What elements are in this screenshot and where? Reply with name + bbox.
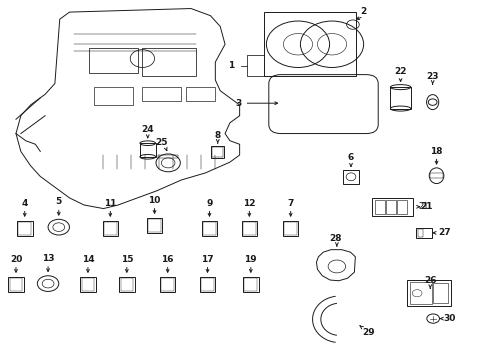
Text: 1: 1	[228, 61, 234, 70]
Bar	[374, 200, 384, 214]
Bar	[146, 218, 162, 233]
Bar	[80, 277, 96, 292]
Text: 14: 14	[81, 255, 94, 264]
Text: 2: 2	[360, 7, 366, 16]
Bar	[142, 48, 196, 76]
Text: 17: 17	[201, 255, 213, 264]
Text: 28: 28	[329, 234, 342, 243]
Text: 29: 29	[362, 328, 374, 337]
Bar	[343, 170, 358, 184]
Text: 5: 5	[56, 197, 62, 206]
Bar	[104, 222, 116, 235]
Bar	[200, 277, 215, 292]
Bar	[142, 87, 181, 102]
Text: 10: 10	[148, 195, 161, 204]
Text: 19: 19	[244, 255, 257, 264]
Bar	[371, 198, 412, 216]
Text: 13: 13	[42, 254, 54, 263]
Bar	[211, 147, 224, 158]
Bar	[10, 278, 22, 291]
Text: 4: 4	[21, 198, 28, 207]
Bar	[284, 222, 296, 235]
Bar	[415, 228, 431, 238]
Text: 24: 24	[141, 125, 154, 134]
Bar	[264, 12, 356, 76]
Text: 11: 11	[104, 198, 116, 207]
Text: 21: 21	[417, 202, 427, 211]
Text: 27: 27	[437, 228, 450, 237]
Bar	[283, 221, 298, 236]
Bar	[389, 87, 410, 109]
Text: 20: 20	[10, 255, 22, 264]
Bar	[396, 200, 406, 214]
Bar	[186, 87, 215, 102]
Bar	[160, 277, 175, 292]
Bar	[158, 155, 178, 158]
Text: 9: 9	[206, 198, 212, 207]
Bar	[409, 282, 431, 304]
Bar	[102, 221, 118, 236]
Text: 18: 18	[429, 147, 442, 156]
Bar	[119, 277, 134, 292]
Text: 23: 23	[426, 72, 438, 81]
Bar	[432, 283, 447, 303]
Text: 21: 21	[420, 202, 432, 211]
Bar	[120, 278, 133, 291]
Bar	[212, 147, 223, 157]
Text: 15: 15	[121, 255, 133, 264]
Bar	[417, 229, 423, 237]
Bar	[241, 221, 257, 236]
Bar	[8, 277, 24, 292]
Text: 7: 7	[287, 198, 293, 207]
Bar	[161, 278, 174, 291]
Bar	[201, 278, 213, 291]
Text: 6: 6	[347, 153, 353, 162]
Bar	[19, 222, 31, 235]
Bar	[244, 278, 257, 291]
Text: 30: 30	[443, 314, 455, 323]
Bar	[148, 219, 161, 232]
Bar	[89, 48, 137, 73]
Bar	[385, 200, 395, 214]
Bar	[81, 278, 94, 291]
Bar	[429, 173, 443, 178]
Bar	[140, 143, 155, 157]
Bar	[203, 222, 215, 235]
Bar	[243, 277, 258, 292]
Bar	[17, 221, 32, 236]
Bar	[243, 222, 255, 235]
Bar	[94, 87, 132, 105]
Text: 3: 3	[235, 99, 242, 108]
Bar	[407, 280, 450, 306]
Text: 26: 26	[423, 276, 436, 285]
Text: 16: 16	[161, 255, 174, 264]
Text: 12: 12	[243, 198, 255, 207]
Text: 8: 8	[214, 131, 221, 140]
Text: 22: 22	[393, 67, 406, 76]
Bar	[201, 221, 217, 236]
Text: 25: 25	[155, 138, 168, 147]
